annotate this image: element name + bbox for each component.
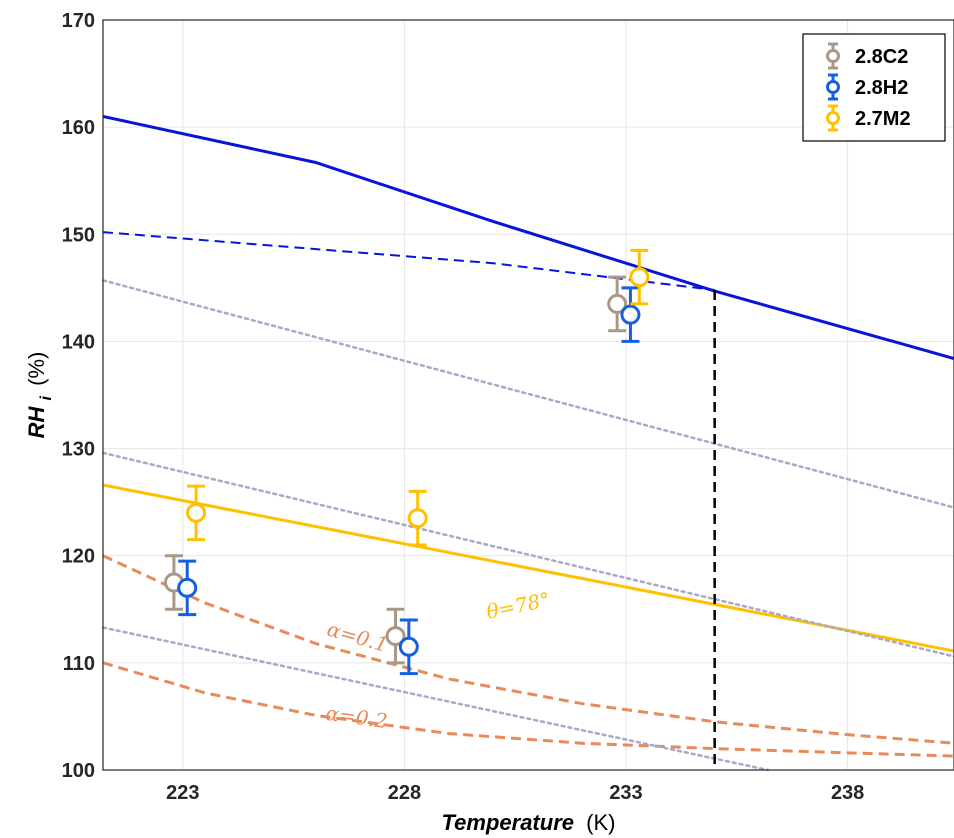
x-tick-label: 238 [831,782,864,804]
legend-label: 2.8H2 [855,77,908,99]
data-point [629,248,650,306]
curve-annotation: α=0.2 [324,701,389,733]
y-tick-label: 130 [62,439,95,461]
legend-marker [826,111,840,125]
plot-frame [102,19,954,771]
data-point [163,554,184,611]
model-curve-dashed [102,661,954,758]
x-axis-title-unit: (K) [586,810,615,835]
x-axis-title: Temperature (K) [442,810,616,835]
curve-annotations: θ=78° α=0.1 α=0.2 [324,587,552,733]
x-tick-labels: 223 228 233 238 [166,782,864,804]
model-curves [101,114,954,772]
x-tick-label: 233 [609,782,642,804]
model-curve-dotted [101,279,954,509]
x-axis-title-main: Temperature [442,810,574,835]
legend-marker [826,49,840,63]
legend-item: 2.8H2 [826,73,908,101]
model-curve-solid [102,114,954,361]
marker [398,636,419,657]
marker [186,502,207,523]
marker [177,577,198,598]
curve-annotation: θ=78° [484,587,552,624]
y-axis-title-unit: (%) [24,352,49,386]
marker [629,267,650,288]
legend-item: 2.8C2 [826,42,908,70]
marker [407,508,428,529]
legend: 2.8C2 2.8H2 2.7M2 [802,33,946,142]
curve-annotation: α=0.1 [324,617,390,657]
model-curve-dashed [102,231,715,291]
y-tick-labels: 100 110 120 130 140 150 160 170 [62,10,95,782]
y-tick-label: 100 [62,760,95,782]
marker [385,626,406,647]
data-point [385,607,406,665]
data-point [398,618,419,676]
model-curve-dotted [101,451,954,658]
y-tick-label: 170 [62,10,95,32]
data-point [607,275,628,333]
model-curve-dashed [102,554,954,745]
x-tick-label: 223 [166,782,199,804]
y-tick-label: 160 [62,117,95,139]
x-tick-label: 228 [388,782,421,804]
marker [607,293,628,314]
marker [620,304,641,325]
data-point [177,559,198,617]
model-curve-dotted [101,626,770,772]
legend-label: 2.8C2 [855,46,908,68]
data-point [186,484,207,542]
data-point [407,489,428,547]
legend-marker [826,80,840,94]
legend-label: 2.7M2 [855,108,911,130]
y-axis-title-main: RH [24,405,49,438]
y-tick-label: 140 [62,331,95,353]
data-points [163,248,650,676]
legend-item: 2.7M2 [826,104,911,132]
y-tick-label: 150 [62,224,95,246]
y-axis-title-subscript: i [38,395,55,400]
y-tick-label: 110 [63,653,95,675]
y-tick-label: 120 [62,546,95,568]
y-axis-title: RH i (%) [24,352,56,439]
data-point [620,286,641,343]
